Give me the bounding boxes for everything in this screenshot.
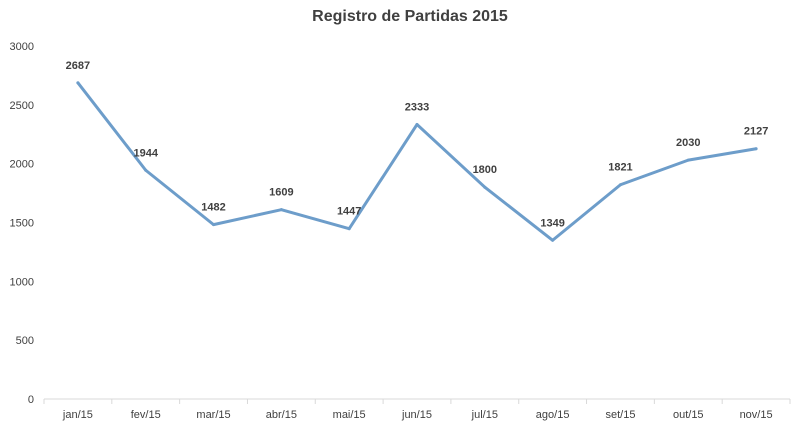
y-tick-label: 2500 bbox=[10, 100, 34, 112]
x-tick-label: jun/15 bbox=[401, 409, 432, 421]
data-point bbox=[551, 238, 555, 242]
x-tick-label: nov/15 bbox=[740, 409, 773, 421]
data-label: 1800 bbox=[473, 164, 497, 176]
data-point bbox=[415, 122, 419, 126]
data-label: 1482 bbox=[201, 202, 225, 214]
data-label: 2333 bbox=[405, 101, 429, 113]
chart-title: Registro de Partidas 2015 bbox=[312, 8, 508, 25]
data-point bbox=[279, 208, 283, 212]
y-tick-label: 500 bbox=[16, 335, 34, 347]
data-label: 1821 bbox=[608, 162, 632, 174]
y-tick-label: 3000 bbox=[10, 41, 34, 53]
x-tick-label: set/15 bbox=[605, 409, 635, 421]
data-point bbox=[347, 227, 351, 231]
x-tick-label: jan/15 bbox=[62, 409, 93, 421]
x-tick-label: mar/15 bbox=[196, 409, 230, 421]
data-label: 1349 bbox=[540, 217, 564, 229]
data-label: 2030 bbox=[676, 137, 700, 149]
data-point bbox=[76, 81, 80, 85]
data-point bbox=[618, 183, 622, 187]
y-tick-label: 0 bbox=[28, 394, 34, 406]
x-tick-label: jul/15 bbox=[471, 409, 498, 421]
x-tick-label: fev/15 bbox=[131, 409, 161, 421]
data-label: 2687 bbox=[66, 60, 90, 72]
y-tick-label: 1000 bbox=[10, 276, 34, 288]
data-label: 1447 bbox=[337, 206, 361, 218]
x-tick-label: ago/15 bbox=[536, 409, 570, 421]
x-tick-label: mai/15 bbox=[333, 409, 366, 421]
x-tick-label: abr/15 bbox=[266, 409, 297, 421]
data-point bbox=[144, 168, 148, 172]
data-point bbox=[754, 147, 758, 151]
y-tick-label: 1500 bbox=[10, 218, 34, 230]
data-label: 1944 bbox=[133, 147, 158, 159]
data-label: 1609 bbox=[269, 187, 293, 199]
data-point bbox=[212, 223, 216, 227]
x-tick-label: out/15 bbox=[673, 409, 704, 421]
y-tick-label: 2000 bbox=[10, 159, 34, 171]
data-point bbox=[686, 158, 690, 162]
data-point bbox=[483, 185, 487, 189]
data-label: 2127 bbox=[744, 126, 768, 138]
